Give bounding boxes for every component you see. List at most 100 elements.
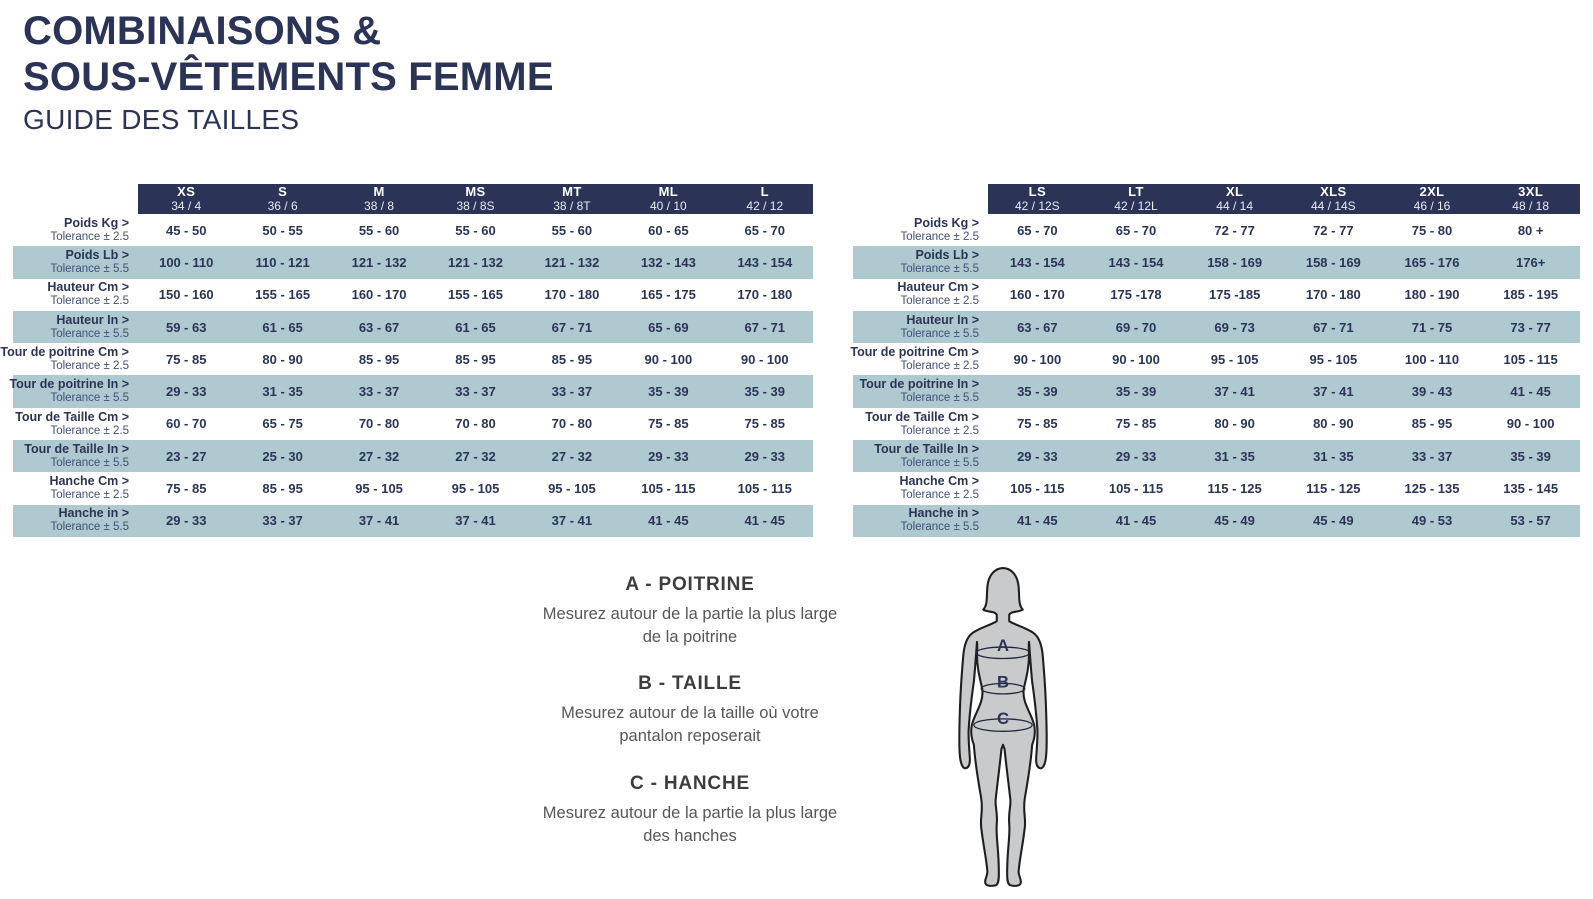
size-value-cell: 95 - 105 bbox=[548, 481, 596, 497]
size-value-cell: 80 + bbox=[1517, 222, 1544, 238]
size-value-cell: 75 - 80 bbox=[1411, 222, 1453, 238]
size-value-cell: 31 - 35 bbox=[1214, 448, 1255, 464]
tolerance-label: Tolerance ± 5.5 bbox=[900, 521, 979, 534]
table-row: Tour de Taille Cm > Tolerance ± 2.5 60 - 7… bbox=[13, 407, 813, 441]
size-number-label: 36 / 6 bbox=[267, 198, 298, 213]
size-value-cell: 37 - 41 bbox=[455, 513, 496, 529]
size-value-cell: 100 - 110 bbox=[1404, 351, 1460, 367]
size-value-cell: 95 - 105 bbox=[1309, 351, 1358, 367]
tolerance-label: Tolerance ± 5.5 bbox=[900, 327, 979, 340]
size-number-label: 38 / 8 bbox=[364, 198, 395, 213]
row-label: Tour de Taille In > Tolerance ± 5.5 bbox=[853, 440, 988, 472]
measure-label: Hanche Cm > bbox=[899, 474, 979, 489]
size-column-header: L 42 / 12 bbox=[716, 184, 813, 214]
size-value-cell: 121 - 132 bbox=[544, 254, 600, 270]
size-value-cell: 95 - 105 bbox=[355, 481, 403, 497]
measure-label: Poids Lb > bbox=[65, 248, 129, 263]
size-number-label: 40 / 10 bbox=[650, 198, 687, 213]
size-value-cell: 85 - 95 bbox=[551, 351, 593, 367]
tolerance-label: Tolerance ± 2.5 bbox=[900, 489, 979, 502]
tolerance-label: Tolerance ± 2.5 bbox=[900, 359, 979, 372]
row-label: Poids Kg > Tolerance ± 2.5 bbox=[853, 214, 988, 246]
row-label: Hauteur Cm > Tolerance ± 2.5 bbox=[13, 279, 138, 311]
size-code-label: XLS bbox=[1320, 184, 1347, 200]
measure-label: Poids Lb > bbox=[915, 248, 979, 263]
row-label: Hauteur Cm > Tolerance ± 2.5 bbox=[853, 279, 988, 311]
size-value-cell: 95 - 105 bbox=[1210, 351, 1259, 367]
size-value-cell: 75 - 85 bbox=[165, 481, 207, 497]
table-row: Tour de poitrine Cm > Tolerance ± 2.5 90 -… bbox=[850, 343, 1580, 376]
table-row: Hanche in > Tolerance ± 5.5 29 - 33 33 - 37… bbox=[13, 504, 813, 537]
size-value-cell: 67 - 71 bbox=[551, 319, 593, 335]
size-value-cell: 85 - 95 bbox=[455, 351, 496, 367]
row-label: Tour de poitrine Cm > Tolerance ± 2.5 bbox=[850, 343, 988, 375]
size-value-cell: 69 - 73 bbox=[1214, 319, 1255, 335]
size-value-cell: 105 - 115 bbox=[1503, 351, 1558, 367]
size-code-label: S bbox=[278, 184, 288, 200]
row-label: Tour de poitrine In > Tolerance ± 5.5 bbox=[9, 375, 138, 407]
size-value-cell: 41 - 45 bbox=[1017, 513, 1058, 529]
measure-line-c bbox=[973, 718, 1033, 732]
size-value-cell: 55 - 60 bbox=[455, 222, 496, 238]
size-value-cell: 35 - 39 bbox=[648, 384, 689, 400]
measure-label: Tour de Taille In > bbox=[24, 441, 129, 456]
size-value-cell: 90 - 100 bbox=[1013, 351, 1062, 367]
size-column-header: S 36 / 6 bbox=[234, 184, 331, 214]
measure-label: Tour de poitrine In > bbox=[859, 377, 979, 392]
size-value-cell: 75 - 85 bbox=[744, 416, 786, 432]
size-value-cell: 37 - 41 bbox=[1313, 384, 1354, 400]
size-value-cell: 53 - 57 bbox=[1510, 513, 1551, 529]
size-value-cell: 60 - 70 bbox=[165, 416, 207, 432]
size-value-cell: 105 - 115 bbox=[641, 481, 696, 497]
size-value-cell: 72 - 77 bbox=[1313, 222, 1354, 238]
size-value-cell: 170 - 180 bbox=[737, 287, 793, 303]
size-value-cell: 185 - 195 bbox=[1503, 287, 1559, 303]
size-value-cell: 70 - 80 bbox=[551, 416, 593, 432]
measure-label: Tour de poitrine Cm > bbox=[850, 344, 979, 359]
size-value-cell: 65 - 75 bbox=[262, 416, 303, 432]
size-value-cell: 41 - 45 bbox=[1115, 513, 1157, 529]
measure-label: Tour de Taille Cm > bbox=[15, 409, 129, 424]
size-value-cell: 37 - 41 bbox=[1214, 384, 1255, 400]
size-value-cell: 41 - 45 bbox=[744, 513, 786, 529]
instruction-poitrine: A - POITRINE Mesurez autour de la partie… bbox=[535, 574, 845, 649]
table-row: Hauteur Cm > Tolerance ± 2.5 150 - 160 155 … bbox=[13, 278, 813, 311]
tolerance-label: Tolerance ± 5.5 bbox=[50, 263, 129, 276]
size-value-cell: 63 - 67 bbox=[358, 319, 400, 335]
table-row: Poids Kg > Tolerance ± 2.5 65 - 70 65 - 70 7… bbox=[853, 214, 1580, 247]
tolerance-label: Tolerance ± 2.5 bbox=[50, 489, 129, 502]
measure-label: Hauteur In > bbox=[906, 312, 979, 327]
size-value-cell: 65 - 70 bbox=[1017, 222, 1058, 238]
size-value-cell: 105 - 115 bbox=[737, 481, 792, 497]
size-column-header: MT 38 / 8T bbox=[523, 184, 621, 214]
size-value-cell: 180 - 190 bbox=[1404, 287, 1460, 303]
instruction-heading-a: A - POITRINE bbox=[625, 574, 755, 595]
size-value-cell: 75 - 85 bbox=[1115, 416, 1157, 432]
size-value-cell: 29 - 33 bbox=[165, 384, 207, 400]
size-value-cell: 90 - 100 bbox=[1112, 351, 1160, 367]
size-value-cell: 45 - 50 bbox=[165, 222, 207, 238]
size-value-cell: 25 - 30 bbox=[262, 448, 303, 464]
size-value-cell: 105 - 115 bbox=[1108, 481, 1164, 497]
tolerance-label: Tolerance ± 2.5 bbox=[900, 230, 979, 243]
row-label: Hauteur In > Tolerance ± 5.5 bbox=[13, 311, 138, 343]
size-value-cell: 29 - 33 bbox=[1017, 448, 1058, 464]
size-value-cell: 29 - 33 bbox=[1115, 448, 1157, 464]
size-column-header: M 38 / 8 bbox=[330, 184, 428, 214]
size-value-cell: 115 - 125 bbox=[1207, 481, 1262, 497]
size-value-cell: 33 - 37 bbox=[1411, 448, 1453, 464]
size-value-cell: 65 - 70 bbox=[744, 222, 786, 238]
figure-label-c: C bbox=[997, 709, 1009, 728]
size-value-cell: 27 - 32 bbox=[551, 448, 593, 464]
size-value-cell: 100 - 110 bbox=[159, 254, 214, 270]
table-row: Tour de Taille Cm > Tolerance ± 2.5 75 - 8… bbox=[853, 407, 1580, 441]
size-value-cell: 155 - 165 bbox=[448, 287, 503, 303]
size-value-cell: 125 - 135 bbox=[1404, 481, 1460, 497]
measure-label: Poids Kg > bbox=[914, 215, 979, 230]
size-value-cell: 85 - 95 bbox=[262, 481, 303, 497]
table-row: Tour de poitrine In > Tolerance ± 5.5 29 -… bbox=[9, 375, 813, 408]
measure-label: Tour de Taille In > bbox=[874, 441, 979, 456]
size-value-cell: 59 - 63 bbox=[165, 319, 207, 335]
size-value-cell: 63 - 67 bbox=[1017, 319, 1058, 335]
